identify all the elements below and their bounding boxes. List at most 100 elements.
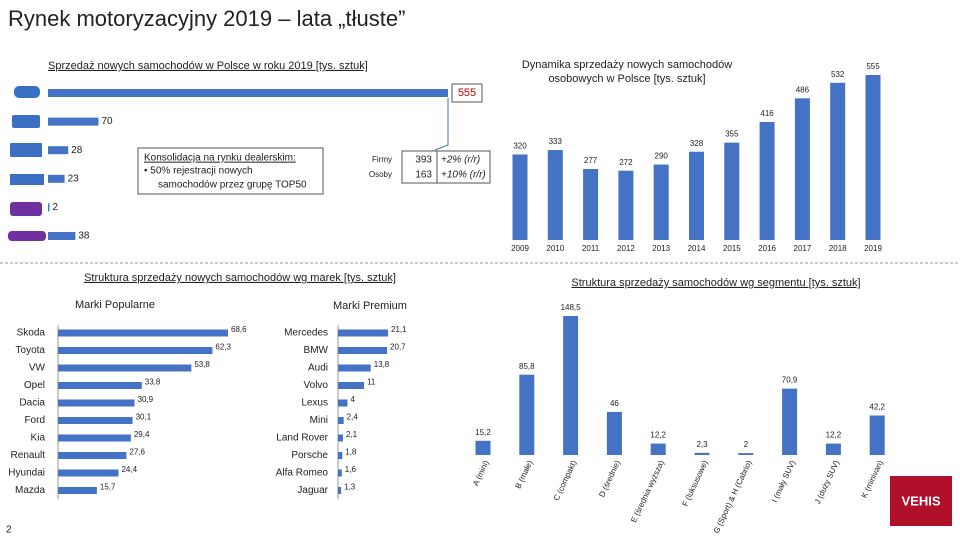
value-label: 1,8: [345, 448, 357, 457]
value-label: 38: [78, 231, 90, 242]
category-label: Hyundai: [8, 468, 45, 479]
category-label: Volvo: [304, 380, 329, 391]
buyer-count: 163: [415, 170, 432, 181]
value-label: 2,4: [347, 413, 359, 422]
category-label: G (Sport) & H (Cabrio): [712, 459, 754, 535]
chart-title: Dynamika sprzedaży nowych samochodów osob…: [522, 59, 732, 85]
bar: [338, 364, 371, 372]
category-label: E (średnia wyższa): [629, 459, 666, 524]
value-label: 272: [619, 158, 633, 167]
buyer-type: Osoby: [369, 170, 392, 179]
category-label: 2009: [511, 244, 529, 253]
bar: [58, 382, 142, 389]
section-title: Struktura sprzedaży nowych samochodów wg…: [84, 272, 396, 284]
buyer-count: 393: [415, 155, 432, 166]
value-label: 85,8: [519, 362, 535, 371]
bar: [653, 164, 669, 240]
bar: [58, 452, 127, 459]
connector: [434, 98, 449, 151]
icons: [8, 86, 46, 241]
category-label: 2015: [723, 244, 741, 253]
value-label: 555: [458, 87, 476, 99]
bar: [338, 487, 342, 494]
buyer-type: Firmy: [372, 155, 392, 164]
category-label: I (mały SUV): [770, 459, 797, 504]
bar: [724, 142, 740, 240]
category-label: Toyota: [16, 345, 46, 356]
category-label: Mini: [310, 415, 328, 426]
category-label: C (compakt): [552, 459, 579, 503]
bar: [338, 417, 344, 424]
bar: [563, 316, 579, 455]
bar: [618, 170, 634, 240]
value-label: 13,8: [374, 360, 390, 369]
bar: [48, 146, 69, 155]
value-label: 486: [796, 85, 810, 94]
category-label: K (minivan): [860, 459, 885, 500]
value-label: 2: [52, 202, 58, 213]
value-label: 416: [760, 109, 774, 118]
consolidation-box: [137, 147, 324, 195]
value-label: 33,8: [145, 378, 161, 387]
value-label: 4: [350, 395, 355, 404]
bar: [759, 121, 775, 240]
value-label: 277: [584, 156, 598, 165]
category-label: 2018: [829, 244, 847, 253]
category-label: Renault: [11, 450, 46, 461]
category-label: Mercedes: [284, 328, 328, 339]
bar: [48, 203, 50, 212]
value-label: 28: [71, 145, 83, 156]
value-label: 68,6: [231, 325, 247, 334]
bar: [825, 443, 841, 455]
category-label: BMW: [304, 345, 329, 356]
bar: [830, 82, 846, 240]
category-label: Lexus: [301, 398, 328, 409]
category-label: Dacia: [19, 398, 45, 409]
bar: [338, 434, 343, 442]
buyer-change: +10% (r/r): [441, 170, 486, 181]
value-label: 2: [744, 440, 749, 449]
buyers-box: [401, 150, 491, 184]
logo: VEHIS: [901, 493, 940, 508]
category-label: VW: [29, 363, 46, 374]
bar: [865, 75, 881, 240]
bar: [338, 382, 365, 389]
value-label: 23: [68, 173, 80, 184]
value-label: 555: [866, 62, 880, 71]
category-label: A (mini): [471, 459, 491, 488]
category-label: 2013: [652, 244, 670, 253]
category-label: J (duży SUV): [813, 459, 841, 506]
category-label: Mazda: [15, 485, 45, 496]
bar: [58, 417, 133, 424]
bar: [689, 151, 704, 240]
bar: [606, 411, 622, 455]
bar: [58, 434, 131, 442]
value-label: 30,1: [136, 413, 152, 422]
value-label: 42,2: [869, 403, 885, 412]
value-label: 15,7: [100, 483, 116, 492]
value-label: 320: [513, 142, 527, 151]
value-label: 70: [101, 116, 113, 127]
value-label: 29,4: [134, 430, 150, 439]
category-label: Ford: [24, 415, 45, 426]
category-label: B (małe): [514, 459, 535, 491]
category-label: Porsche: [291, 450, 328, 461]
value-label: 27,6: [129, 448, 145, 457]
bar: [650, 443, 666, 455]
value-label: 1,6: [345, 465, 357, 474]
value-label: 2,3: [696, 440, 708, 449]
value-label: 20,7: [390, 343, 406, 352]
chart-title: Marki Premium: [333, 300, 407, 312]
slide-title: Rynek motoryzacyjny 2019 – lata „tłuste”: [8, 6, 405, 31]
bar: [782, 388, 798, 455]
bar: [48, 89, 448, 97]
bar: [338, 452, 343, 459]
bar: [48, 232, 76, 240]
bar: [738, 453, 754, 455]
category-label: 2016: [758, 244, 776, 253]
bar: [58, 329, 228, 337]
value-label: 355: [725, 130, 739, 139]
category-label: Audi: [308, 363, 328, 374]
category-label: Opel: [24, 380, 45, 391]
consolidation-heading: Konsolidacja na rynku dealerskim:: [144, 153, 296, 164]
